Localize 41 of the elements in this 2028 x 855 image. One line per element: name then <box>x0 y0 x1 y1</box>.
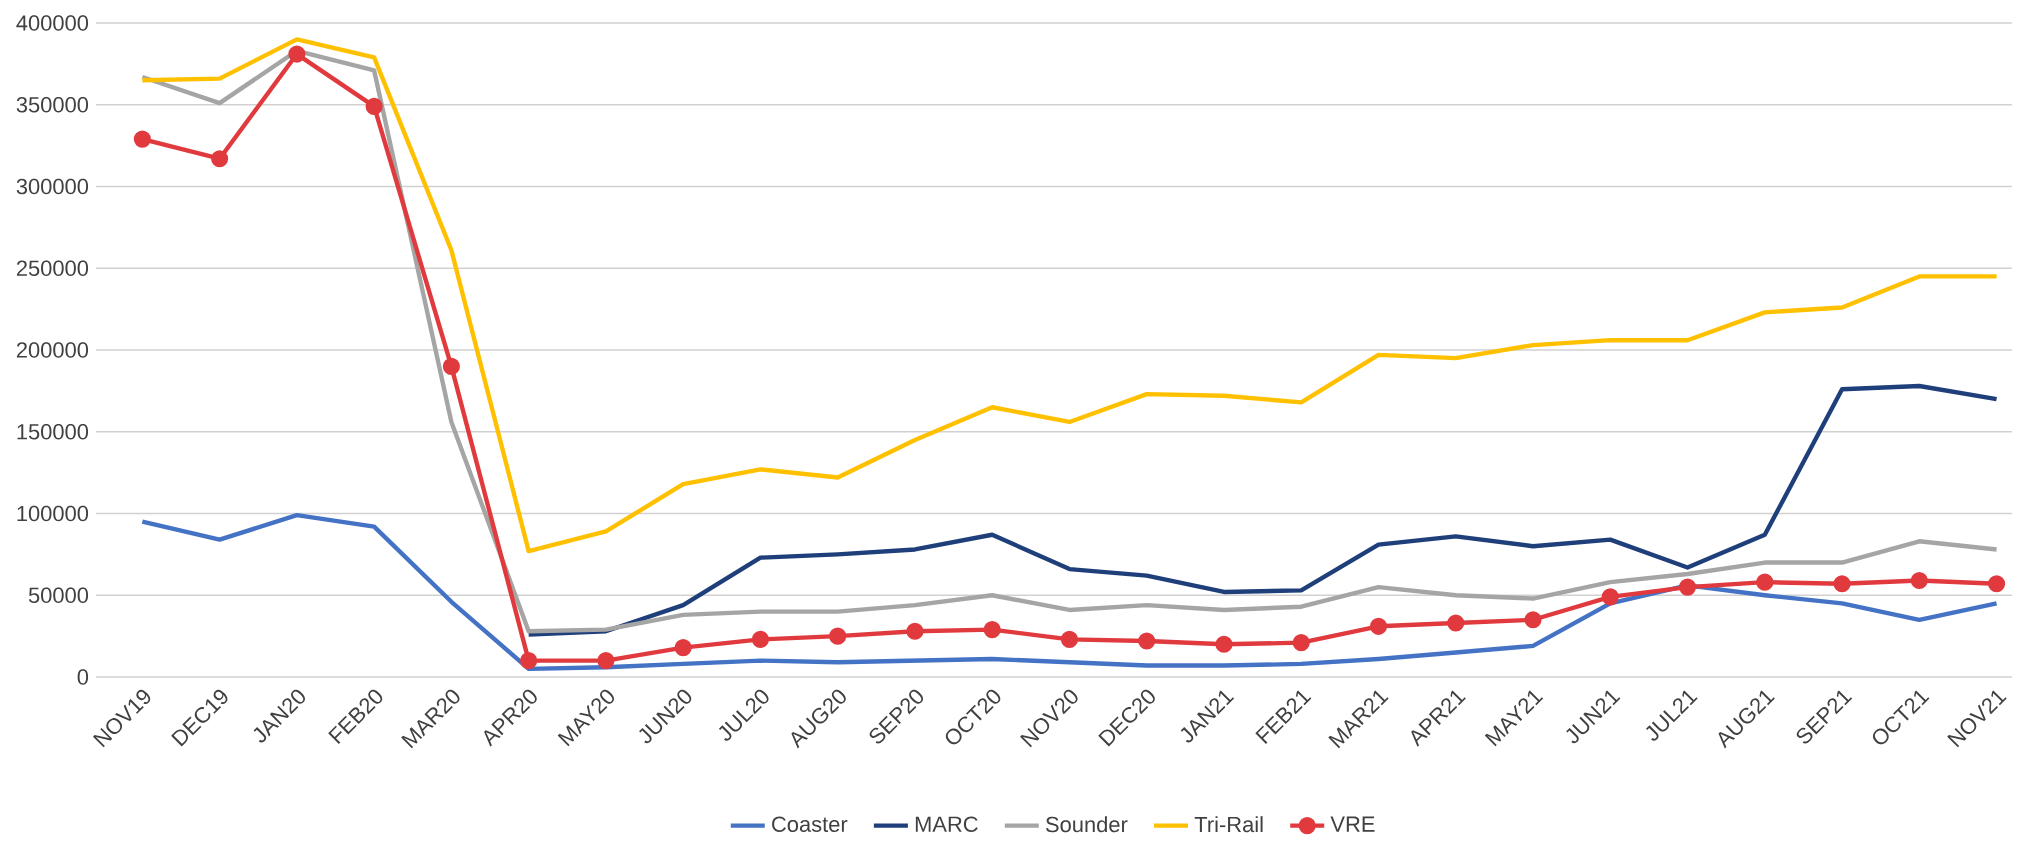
point <box>1601 588 1619 606</box>
point <box>1524 611 1542 629</box>
legend-label: Tri-Rail <box>1194 816 1263 833</box>
y-tick-label: 400000 <box>16 15 89 31</box>
point <box>1138 632 1156 650</box>
legend-label: MARC <box>915 816 978 832</box>
point <box>1447 614 1465 632</box>
point <box>133 130 151 148</box>
point <box>1292 634 1310 652</box>
y-tick-label: 350000 <box>16 97 89 113</box>
point <box>288 45 306 63</box>
legend-label: Coaster <box>772 816 848 832</box>
point <box>674 639 692 657</box>
point <box>1756 573 1774 591</box>
line-series <box>526 383 1999 637</box>
point <box>1833 575 1851 593</box>
point <box>520 652 538 670</box>
y-tick-label: 150000 <box>17 424 89 440</box>
point <box>751 630 769 648</box>
y-tick-label: 250000 <box>16 260 89 277</box>
y-tick-label: 300000 <box>16 178 89 195</box>
point <box>211 150 229 168</box>
y-tick-label: 50000 <box>28 587 89 604</box>
point <box>1060 630 1079 648</box>
line-series <box>140 37 1999 554</box>
y-tick-label: 100000 <box>17 505 89 522</box>
legend-label: VRE <box>1330 816 1375 832</box>
point <box>1988 575 2006 593</box>
y-tick-label: 200000 <box>16 342 89 358</box>
point <box>1910 571 1928 590</box>
point <box>597 652 615 670</box>
point <box>829 627 847 645</box>
point <box>365 97 383 115</box>
y-tick-label: 0 <box>77 669 89 685</box>
legend-label: Sounder <box>1045 816 1128 833</box>
point <box>1369 617 1388 635</box>
point <box>1678 578 1697 596</box>
point <box>442 357 460 375</box>
point <box>1215 635 1233 653</box>
point <box>906 622 924 640</box>
point <box>983 621 1001 639</box>
